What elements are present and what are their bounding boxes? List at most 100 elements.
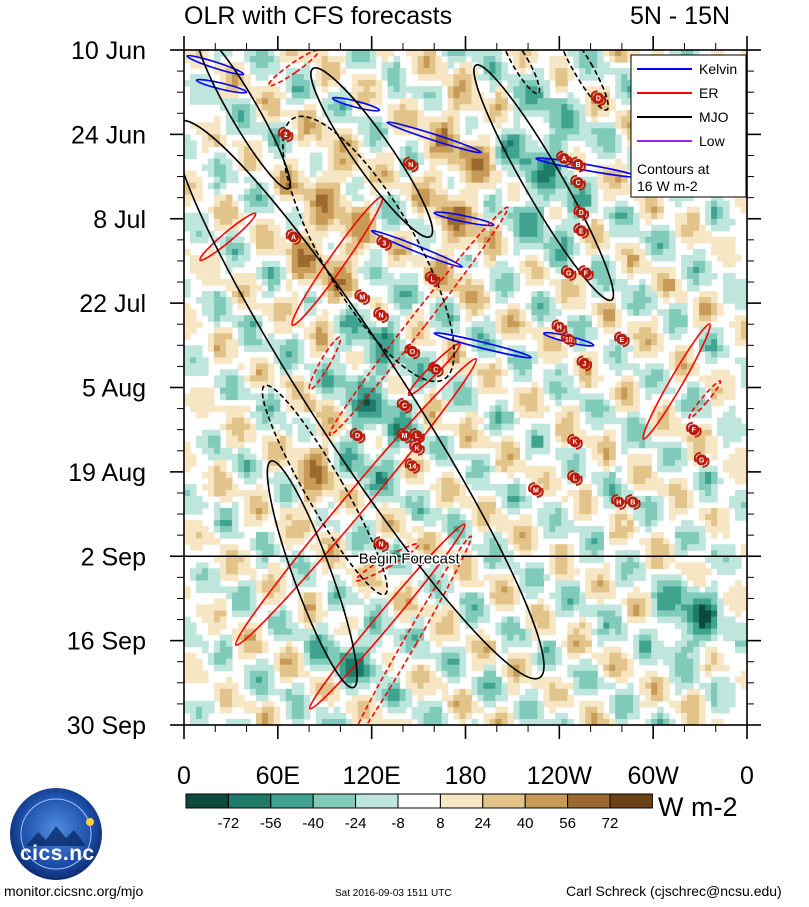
storm-dot (563, 267, 575, 279)
storm-marker-28: G (693, 451, 710, 468)
storm-marker-2: N (402, 156, 419, 173)
storm-dot (575, 207, 587, 219)
storm-marker-24: L (409, 427, 425, 444)
storm-swirl (417, 445, 425, 456)
mjo-contour-8 (556, 50, 610, 111)
colorbar-label-2: -40 (302, 815, 324, 832)
y-tick-label: 16 Sep (67, 628, 146, 656)
x-tick-label: 120E (342, 762, 400, 790)
storm-label: C (402, 403, 407, 410)
storm-marker-26: F (686, 421, 702, 438)
storm-marker-22: D (349, 427, 366, 444)
storm-label: L (573, 475, 578, 482)
colorbar-swatch-4 (355, 793, 399, 809)
storm-swirl (610, 494, 618, 505)
kelvin-contour-5 (433, 211, 495, 227)
storm-swirl (427, 361, 435, 372)
storm-swirl (567, 469, 575, 481)
logo-text: cics.nc (20, 842, 95, 865)
storm-label: D (355, 433, 360, 440)
storm-swirl (349, 427, 357, 439)
storm-marker-31: M (528, 481, 544, 498)
storm-dot (688, 424, 700, 436)
storm-marker-7: E (573, 222, 590, 239)
kelvin-contour-7 (433, 332, 533, 359)
storm-marker-13: M (354, 289, 371, 306)
mjo-contour-1 (310, 67, 434, 238)
storm-marker-27: K (567, 433, 583, 450)
storm-swirl (693, 451, 701, 463)
storm-marker-12: L (424, 271, 441, 288)
y-tick-label: 10 Jun (71, 37, 146, 65)
storm-dot (411, 442, 423, 454)
storm-swirl (381, 312, 389, 324)
colorbar-swatch-5 (397, 793, 441, 809)
storm-dot (616, 333, 628, 345)
storm-swirl (528, 481, 536, 493)
chart-title: OLR with CFS forecasts (184, 2, 453, 30)
kelvin-contour-3 (386, 121, 482, 154)
storm-label: C (433, 367, 438, 374)
storm-swirl (569, 270, 577, 281)
storm-swirl (411, 162, 419, 173)
storm-swirl (363, 294, 371, 306)
storm-dot (563, 333, 575, 345)
storm-label: N (379, 542, 384, 549)
storm-swirl (373, 536, 381, 547)
storm-dot (530, 484, 542, 496)
storm-label: L (431, 277, 436, 284)
storm-dot (572, 159, 584, 171)
y-tick-label: 30 Sep (67, 712, 146, 740)
storm-swirl (573, 222, 581, 234)
er-contour-3 (328, 206, 509, 437)
storm-label: C (576, 180, 581, 187)
storm-label: F (584, 270, 589, 277)
storm-swirl (436, 367, 444, 378)
legend-label-er: ER (699, 85, 718, 101)
storm-dot (569, 472, 581, 484)
storm-marker-15: H (551, 319, 568, 336)
storm-dot (352, 430, 364, 442)
er-contour-5 (308, 336, 342, 391)
storm-swirl (396, 427, 404, 439)
storm-swirl (567, 433, 575, 445)
storm-label: 2 (284, 132, 288, 139)
storm-swirl (376, 234, 384, 246)
storm-label: B (630, 500, 635, 507)
storm-swirl (578, 264, 586, 276)
storm-marker-16: 10 (560, 331, 577, 348)
storm-dot (406, 345, 418, 357)
storm-marker-17: E (614, 331, 630, 348)
colorbar-swatch-1 (227, 793, 272, 809)
storm-marker-34: N (373, 536, 389, 553)
x-tick-label: 60W (627, 762, 679, 790)
legend-label-mjo: MJO (699, 109, 729, 125)
y-tick-label: 19 Aug (68, 459, 146, 487)
storm-swirl (569, 336, 577, 348)
er-contour-6 (642, 323, 711, 440)
storm-dot (280, 128, 292, 140)
storm-label: O (410, 349, 416, 356)
storm-marker-19: J (576, 355, 593, 372)
storm-swirl (614, 331, 622, 342)
colorbar-swatch-10 (609, 793, 653, 809)
storm-label: E (620, 337, 625, 344)
colorbar-label-3: -24 (345, 815, 367, 832)
legend-note: 16 W m-2 (637, 178, 698, 194)
footer-url: monitor.cicsnc.org/mjo (4, 883, 144, 899)
storm-swirl (417, 433, 425, 444)
storm-dot (558, 152, 570, 164)
storm-label: A (291, 234, 296, 241)
legend-label-low: Low (699, 133, 726, 149)
colorbar-units: W m-2 (658, 792, 738, 822)
y-tick-label: 5 Aug (82, 375, 146, 403)
storm-dot (375, 309, 387, 321)
storm-marker-30: L (567, 469, 583, 486)
footer-author: Carl Schreck (cjschrec@ncsu.edu) (566, 883, 782, 899)
y-tick-label: 8 Jul (93, 206, 146, 234)
storm-marker-9: 3 (376, 234, 392, 251)
storm-swirl (385, 240, 392, 251)
er-contour-9 (308, 523, 466, 710)
x-tick-label: 180 (445, 762, 487, 790)
